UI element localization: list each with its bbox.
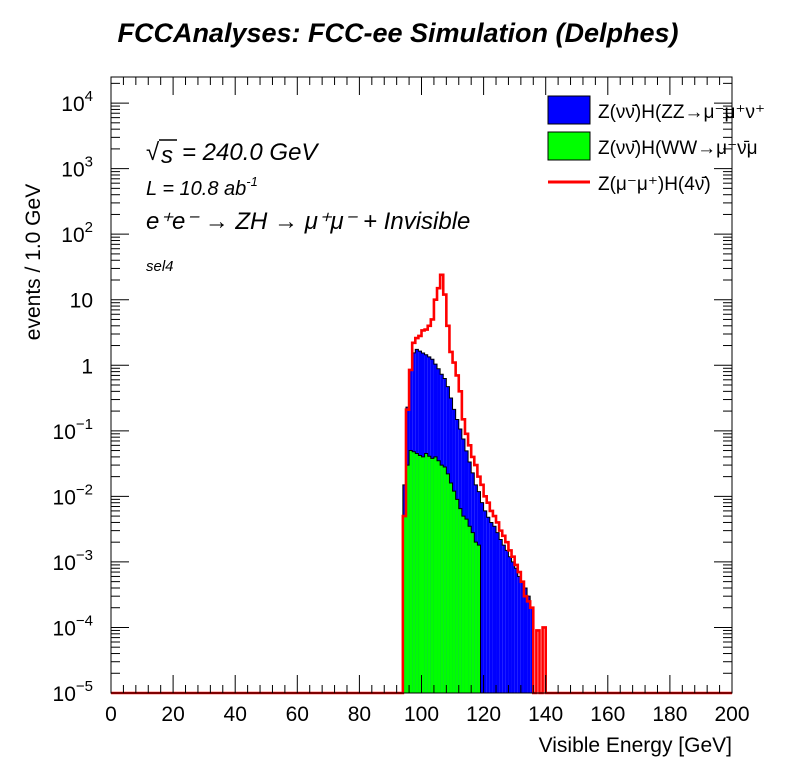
axes-group: 0 20 40 60 80 100 120 140 160 180 200 10−5 10−4 10−3 1…	[53, 76, 750, 726]
blue-bin	[505, 550, 509, 693]
x-tick-label: 0	[105, 703, 117, 726]
red-series-line	[111, 273, 732, 695]
blue-bin	[520, 581, 524, 693]
green-bin	[440, 465, 444, 693]
blue-bin	[502, 545, 506, 693]
blue-bin	[499, 539, 503, 693]
green-bin	[427, 456, 431, 693]
green-bin	[464, 519, 469, 693]
legend-swatch	[547, 95, 591, 125]
legend: Z(νν̄)H(ZZ→μ⁻μ⁺ν⁺ Z(νν̄)H(WW→μ⁻ν̄μ Z(μ⁻μ⁺)…	[547, 95, 765, 195]
green-bin	[471, 532, 475, 693]
selection-label: sel4	[146, 258, 174, 275]
y-tick-label: 10	[70, 290, 93, 313]
green-bin	[474, 542, 478, 693]
green-bin	[415, 453, 419, 693]
green-bin	[452, 491, 456, 693]
blue-bin	[489, 522, 493, 693]
histogram-group	[111, 273, 732, 695]
green-bin	[437, 460, 441, 693]
blue-bin	[492, 526, 497, 693]
y-axis-label: events / 1.0 GeV	[22, 184, 45, 340]
blue-bin	[511, 561, 515, 693]
green-bin	[461, 516, 465, 693]
x-tick-label: 160	[590, 703, 625, 726]
y-tick-label: 10−4	[53, 612, 93, 640]
x-tick-label: 100	[404, 703, 439, 726]
y-tick-label: 102	[61, 219, 93, 247]
y-tick-label: 10−1	[53, 416, 93, 444]
green-bin	[424, 453, 428, 693]
x-tick-label: 80	[348, 703, 371, 726]
legend-label: Z(νν̄)H(ZZ→μ⁻μ⁺ν⁺	[598, 102, 765, 123]
x-tick-label: 120	[466, 703, 501, 726]
blue-bin	[514, 568, 518, 693]
blue-bin	[530, 607, 534, 693]
x-tick-label: 40	[224, 703, 247, 726]
green-bin	[455, 499, 459, 693]
green-bin	[412, 451, 416, 693]
x-tick-label: 180	[652, 703, 687, 726]
blue-bin	[483, 510, 487, 693]
green-bin	[421, 456, 425, 693]
y-tick-label: 103	[61, 154, 93, 182]
blue-bin	[486, 517, 490, 693]
green-bin	[405, 465, 410, 693]
x-tick-label: 140	[528, 703, 563, 726]
sqrt-s-symbol: √	[146, 139, 160, 166]
green-bin	[458, 508, 462, 693]
x-tick-label: 20	[161, 703, 184, 726]
y-tick-label: 10−5	[53, 678, 93, 706]
sqrt-s-value: = 240.0 GeV	[182, 139, 319, 166]
green-bin	[433, 456, 438, 693]
y-tick-label: 10−3	[53, 547, 93, 575]
green-bin	[402, 516, 406, 693]
legend-label: Z(μ⁻μ⁺)H(4ν̄)	[598, 174, 711, 195]
legend-label: Z(νν̄)H(WW→μ⁻ν̄μ	[598, 138, 758, 159]
blue-bin	[496, 532, 500, 693]
annotation-group: √ s = 240.0 GeV L = 10.8 ab-1 e⁺e⁻ → ZH …	[146, 139, 470, 275]
green-bin	[430, 458, 434, 693]
x-tick-label: 200	[714, 703, 749, 726]
y-tick-label: 10−2	[53, 481, 93, 509]
green-bin	[446, 473, 450, 693]
luminosity-label: L = 10.8 ab-1	[146, 174, 258, 200]
y-tick-label: 104	[61, 88, 93, 116]
y-tick-label: 1	[81, 355, 93, 378]
blue-bin	[527, 596, 531, 693]
green-bin	[409, 450, 413, 693]
green-outline	[402, 450, 484, 694]
green-bin	[418, 455, 422, 693]
green-bin	[443, 467, 447, 693]
green-bin	[449, 482, 453, 693]
green-bin	[468, 526, 472, 693]
blue-bin	[480, 502, 484, 693]
x-axis-label: Visible Energy [GeV]	[539, 734, 732, 757]
green-bin	[477, 545, 481, 693]
chart-title: FCCAnalyses: FCC-ee Simulation (Delphes)	[117, 18, 679, 48]
process-label: e⁺e⁻ → ZH → μ⁺μ⁻ + Invisible	[146, 208, 470, 235]
blue-bin	[523, 587, 528, 693]
blue-bin	[517, 576, 521, 693]
x-tick-label: 60	[286, 703, 309, 726]
blue-bin	[508, 556, 512, 693]
sqrt-s-variable: s	[161, 142, 173, 169]
legend-swatch	[547, 131, 591, 161]
blue-outline	[402, 348, 534, 693]
